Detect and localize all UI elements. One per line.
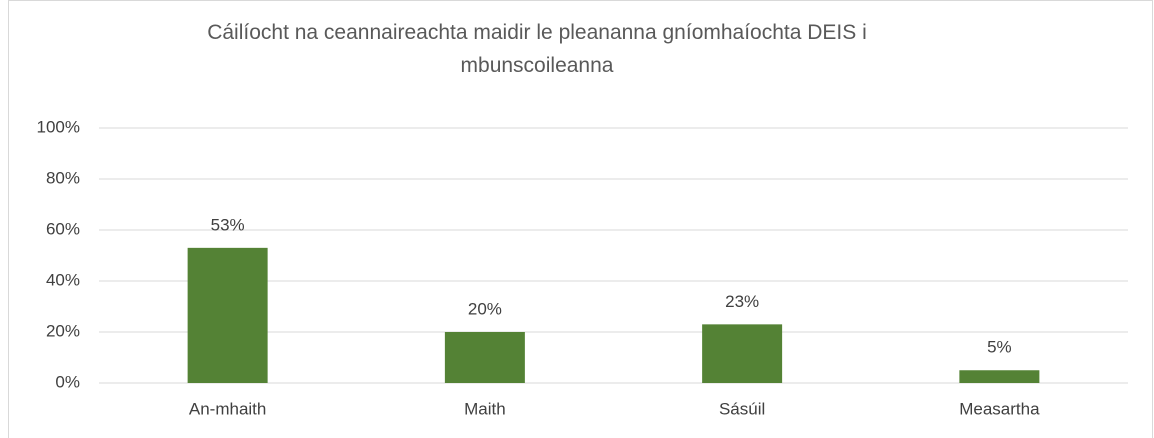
chart-title: Cáilíocht na ceannaireachta maidir le pl…	[207, 21, 867, 77]
x-tick-label: Sásúil	[719, 399, 765, 418]
y-tick-label: 60%	[46, 219, 80, 238]
x-tick-label: An-mhaith	[189, 399, 266, 418]
data-label: 53%	[211, 215, 245, 234]
y-tick-label: 40%	[46, 270, 80, 289]
bar	[702, 324, 783, 383]
y-tick-label: 20%	[46, 321, 80, 340]
data-label: 20%	[468, 299, 502, 318]
x-tick-label: Maith	[464, 399, 506, 418]
bar	[444, 332, 525, 383]
x-tick-label: Measartha	[959, 399, 1040, 418]
data-label: 23%	[725, 292, 759, 311]
data-label: 5%	[987, 338, 1012, 357]
bar	[959, 370, 1040, 383]
bar	[187, 247, 268, 383]
y-tick-label: 100%	[37, 117, 80, 136]
y-tick-label: 80%	[46, 168, 80, 187]
y-tick-label: 0%	[55, 372, 80, 391]
chart-border	[8, 0, 1153, 438]
